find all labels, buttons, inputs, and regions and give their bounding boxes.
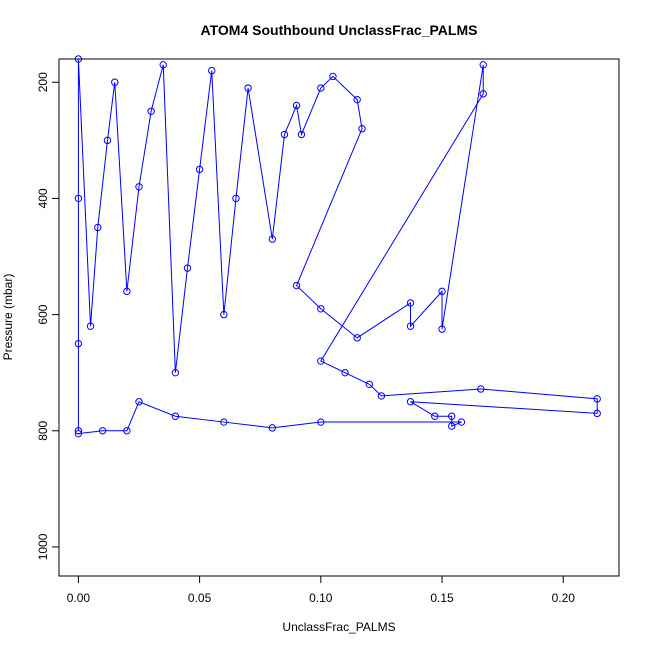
data-point xyxy=(438,287,446,296)
data-point xyxy=(171,368,180,377)
y-tick-label: 400 xyxy=(36,188,50,208)
x-axis-label: UnclassFrac_PALMS xyxy=(282,620,395,634)
data-point xyxy=(448,412,456,420)
data-point xyxy=(208,66,216,75)
data-point xyxy=(123,427,131,435)
data-point xyxy=(353,95,361,104)
data-point xyxy=(74,427,83,435)
data-point xyxy=(135,398,143,406)
data-point xyxy=(98,427,107,435)
y-axis-label: Pressure (mbar) xyxy=(1,274,15,361)
data-point xyxy=(479,90,487,98)
y-tick-label: 800 xyxy=(36,420,50,440)
data-point xyxy=(341,368,349,377)
data-point xyxy=(94,223,102,232)
data-point xyxy=(123,287,131,296)
data-point xyxy=(317,357,325,365)
data-point xyxy=(292,281,301,290)
data-point xyxy=(457,418,466,426)
data-point xyxy=(74,339,83,348)
data-point xyxy=(477,385,485,393)
data-point xyxy=(365,380,374,389)
data-layer xyxy=(74,55,601,438)
data-point xyxy=(406,322,415,330)
data-point xyxy=(353,334,361,342)
data-point xyxy=(406,299,415,307)
data-point xyxy=(406,398,415,406)
data-point xyxy=(220,310,228,319)
data-point xyxy=(220,418,228,426)
x-axis: 0.00 0.05 0.10 0.15 0.20 xyxy=(67,575,576,605)
data-point xyxy=(268,424,277,432)
series-line xyxy=(77,58,598,435)
x-tick-label: 0.05 xyxy=(188,591,212,605)
data-point xyxy=(297,130,306,139)
data-point xyxy=(159,61,167,69)
data-point xyxy=(479,61,487,69)
y-tick-label: 600 xyxy=(36,304,50,324)
x-tick-label: 0.00 xyxy=(67,591,91,605)
data-point xyxy=(74,194,83,203)
data-point xyxy=(292,101,301,110)
data-point xyxy=(74,55,83,63)
data-point xyxy=(377,392,386,400)
y-tick-label: 200 xyxy=(36,72,50,92)
y-axis: 200 400 600 800 1000 xyxy=(36,72,60,560)
data-point xyxy=(147,107,155,115)
x-tick-label: 0.15 xyxy=(430,591,454,605)
data-point xyxy=(317,305,325,313)
data-point xyxy=(593,395,601,403)
data-point xyxy=(135,183,143,191)
data-point xyxy=(103,136,112,145)
data-point xyxy=(268,235,277,243)
data-point xyxy=(86,322,95,330)
data-point xyxy=(329,72,337,81)
x-tick-label: 0.10 xyxy=(309,591,333,605)
data-point xyxy=(431,412,439,420)
x-tick-label: 0.20 xyxy=(552,591,576,605)
data-point xyxy=(183,264,192,272)
data-point xyxy=(111,78,119,86)
data-point xyxy=(171,412,180,420)
data-point xyxy=(593,409,601,418)
chart-title: ATOM4 Southbound UnclassFrac_PALMS xyxy=(201,22,478,38)
data-point xyxy=(232,194,240,203)
data-point xyxy=(358,125,366,133)
data-point xyxy=(448,422,456,430)
data-point xyxy=(280,130,289,139)
data-point xyxy=(438,325,446,333)
data-point xyxy=(244,84,252,92)
data-point xyxy=(195,165,204,174)
data-point xyxy=(317,418,325,426)
data-point xyxy=(74,429,83,438)
y-tick-label: 1000 xyxy=(36,533,50,560)
data-point xyxy=(317,84,325,92)
